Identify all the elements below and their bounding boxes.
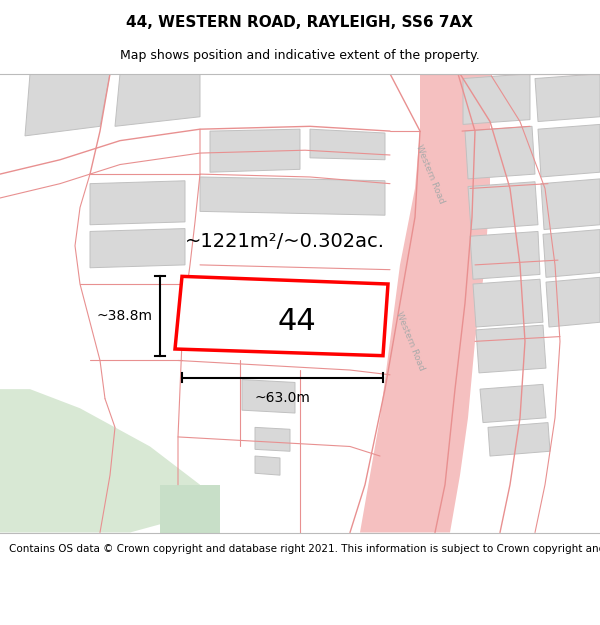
Polygon shape [480, 384, 546, 423]
Polygon shape [541, 179, 600, 229]
Polygon shape [535, 74, 600, 121]
Polygon shape [488, 422, 550, 456]
Polygon shape [543, 229, 600, 278]
Polygon shape [175, 276, 388, 356]
Polygon shape [320, 74, 490, 532]
Polygon shape [25, 74, 110, 136]
Polygon shape [310, 129, 385, 160]
Polygon shape [463, 74, 530, 124]
Text: ~63.0m: ~63.0m [254, 391, 310, 405]
Text: ~38.8m: ~38.8m [96, 309, 152, 323]
Polygon shape [476, 325, 546, 373]
Polygon shape [255, 456, 280, 475]
Polygon shape [546, 278, 600, 327]
Text: 44: 44 [278, 306, 316, 336]
Polygon shape [242, 379, 295, 413]
Text: 44, WESTERN ROAD, RAYLEIGH, SS6 7AX: 44, WESTERN ROAD, RAYLEIGH, SS6 7AX [127, 14, 473, 29]
Polygon shape [470, 231, 540, 279]
Text: Map shows position and indicative extent of the property.: Map shows position and indicative extent… [120, 49, 480, 62]
Polygon shape [538, 124, 600, 177]
Polygon shape [90, 229, 185, 268]
Text: Western Road: Western Road [394, 311, 426, 372]
Polygon shape [90, 181, 185, 225]
Polygon shape [255, 428, 290, 451]
Polygon shape [473, 279, 543, 327]
Polygon shape [465, 126, 535, 179]
Polygon shape [0, 389, 200, 532]
Polygon shape [468, 182, 538, 229]
Polygon shape [200, 177, 385, 215]
Polygon shape [160, 485, 220, 532]
Polygon shape [115, 74, 200, 126]
Polygon shape [210, 129, 300, 173]
Polygon shape [0, 74, 600, 532]
Text: Western Road: Western Road [414, 143, 446, 205]
Text: ~1221m²/~0.302ac.: ~1221m²/~0.302ac. [185, 231, 385, 251]
Text: Contains OS data © Crown copyright and database right 2021. This information is : Contains OS data © Crown copyright and d… [9, 544, 600, 554]
